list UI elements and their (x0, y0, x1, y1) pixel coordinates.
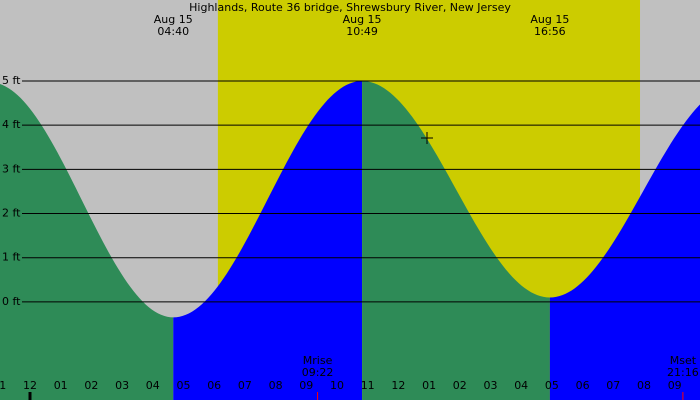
x-tick-label: 08 (269, 379, 283, 392)
cursor (421, 132, 433, 144)
x-tick-label: 04 (514, 379, 528, 392)
moon-name: Mrise (303, 354, 333, 367)
rising-tide (549, 104, 700, 400)
x-tick-label: 01 (54, 379, 68, 392)
y-tick-label: 3 ft (2, 162, 21, 175)
x-tick-label: 01 (422, 379, 436, 392)
x-tick-label: 02 (453, 379, 467, 392)
x-tick-label: 12 (391, 379, 405, 392)
y-tick-label: 5 ft (2, 74, 21, 87)
x-tick-label: 10 (330, 379, 344, 392)
y-tick-label: 1 ft (2, 251, 21, 264)
x-tick-label: 12 (23, 379, 37, 392)
event-time: 16:56 (534, 25, 566, 38)
event-date: Aug 15 (343, 13, 382, 26)
y-tick-label: 0 ft (2, 295, 21, 308)
y-tick-label: 2 ft (2, 207, 21, 220)
x-tick-label: 08 (637, 379, 651, 392)
y-tick-label: 4 ft (2, 118, 21, 131)
x-tick-label: 11 (0, 379, 6, 392)
x-tick-label: 02 (84, 379, 98, 392)
x-tick-label: 11 (361, 379, 375, 392)
x-tick-label: 06 (207, 379, 221, 392)
x-tick-label: 05 (176, 379, 190, 392)
moon-time: 09:22 (302, 366, 334, 379)
x-tick-label: 07 (606, 379, 620, 392)
x-tick-label: 04 (146, 379, 160, 392)
grid-layer: 0 ft 1 ft 2 ft 3 ft 4 ft 5 ft (2, 74, 700, 308)
event-time: 10:49 (346, 25, 378, 38)
moon-name: Mset (670, 354, 697, 367)
x-tick-label: 06 (576, 379, 590, 392)
event-date: Aug 15 (154, 13, 193, 26)
moon-time: 21:16 (667, 366, 699, 379)
falling-tide (0, 84, 174, 400)
x-tick-label: 05 (545, 379, 559, 392)
x-tick-label: 07 (238, 379, 252, 392)
event-date: Aug 15 (530, 13, 569, 26)
chart-title: Highlands, Route 36 bridge, Shrewsbury R… (189, 1, 511, 14)
tide-layer (0, 80, 700, 400)
x-tick-label: 09 (668, 379, 682, 392)
x-tick-label: 03 (115, 379, 129, 392)
x-tick-label: 03 (484, 379, 498, 392)
x-tick-label: 09 (299, 379, 313, 392)
rising-tide (173, 80, 363, 400)
event-time: 04:40 (157, 25, 189, 38)
falling-tide (362, 80, 550, 400)
label-layer: 11 12 01 02 03 04 05 06 07 08 09 10 11 12 01 02 03 04 05 06… (0, 13, 699, 400)
